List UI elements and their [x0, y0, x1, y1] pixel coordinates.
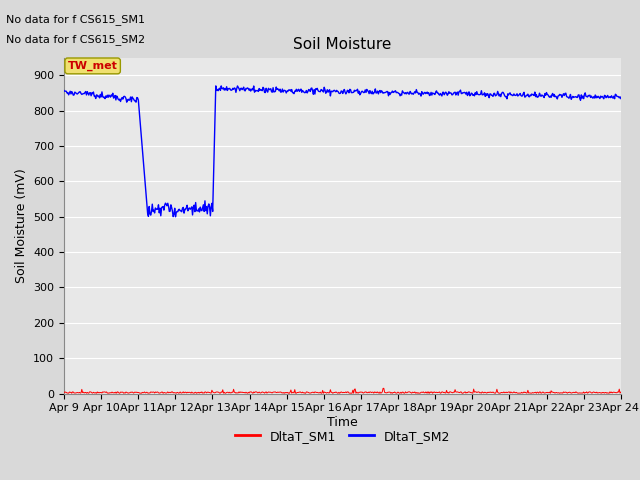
Y-axis label: Soil Moisture (mV): Soil Moisture (mV) — [15, 168, 28, 283]
Title: Soil Moisture: Soil Moisture — [293, 37, 392, 52]
Text: TW_met: TW_met — [68, 61, 118, 71]
X-axis label: Time: Time — [327, 416, 358, 429]
Legend: DltaT_SM1, DltaT_SM2: DltaT_SM1, DltaT_SM2 — [230, 425, 455, 448]
Text: No data for f CS615_SM2: No data for f CS615_SM2 — [6, 34, 145, 45]
Text: No data for f CS615_SM1: No data for f CS615_SM1 — [6, 14, 145, 25]
